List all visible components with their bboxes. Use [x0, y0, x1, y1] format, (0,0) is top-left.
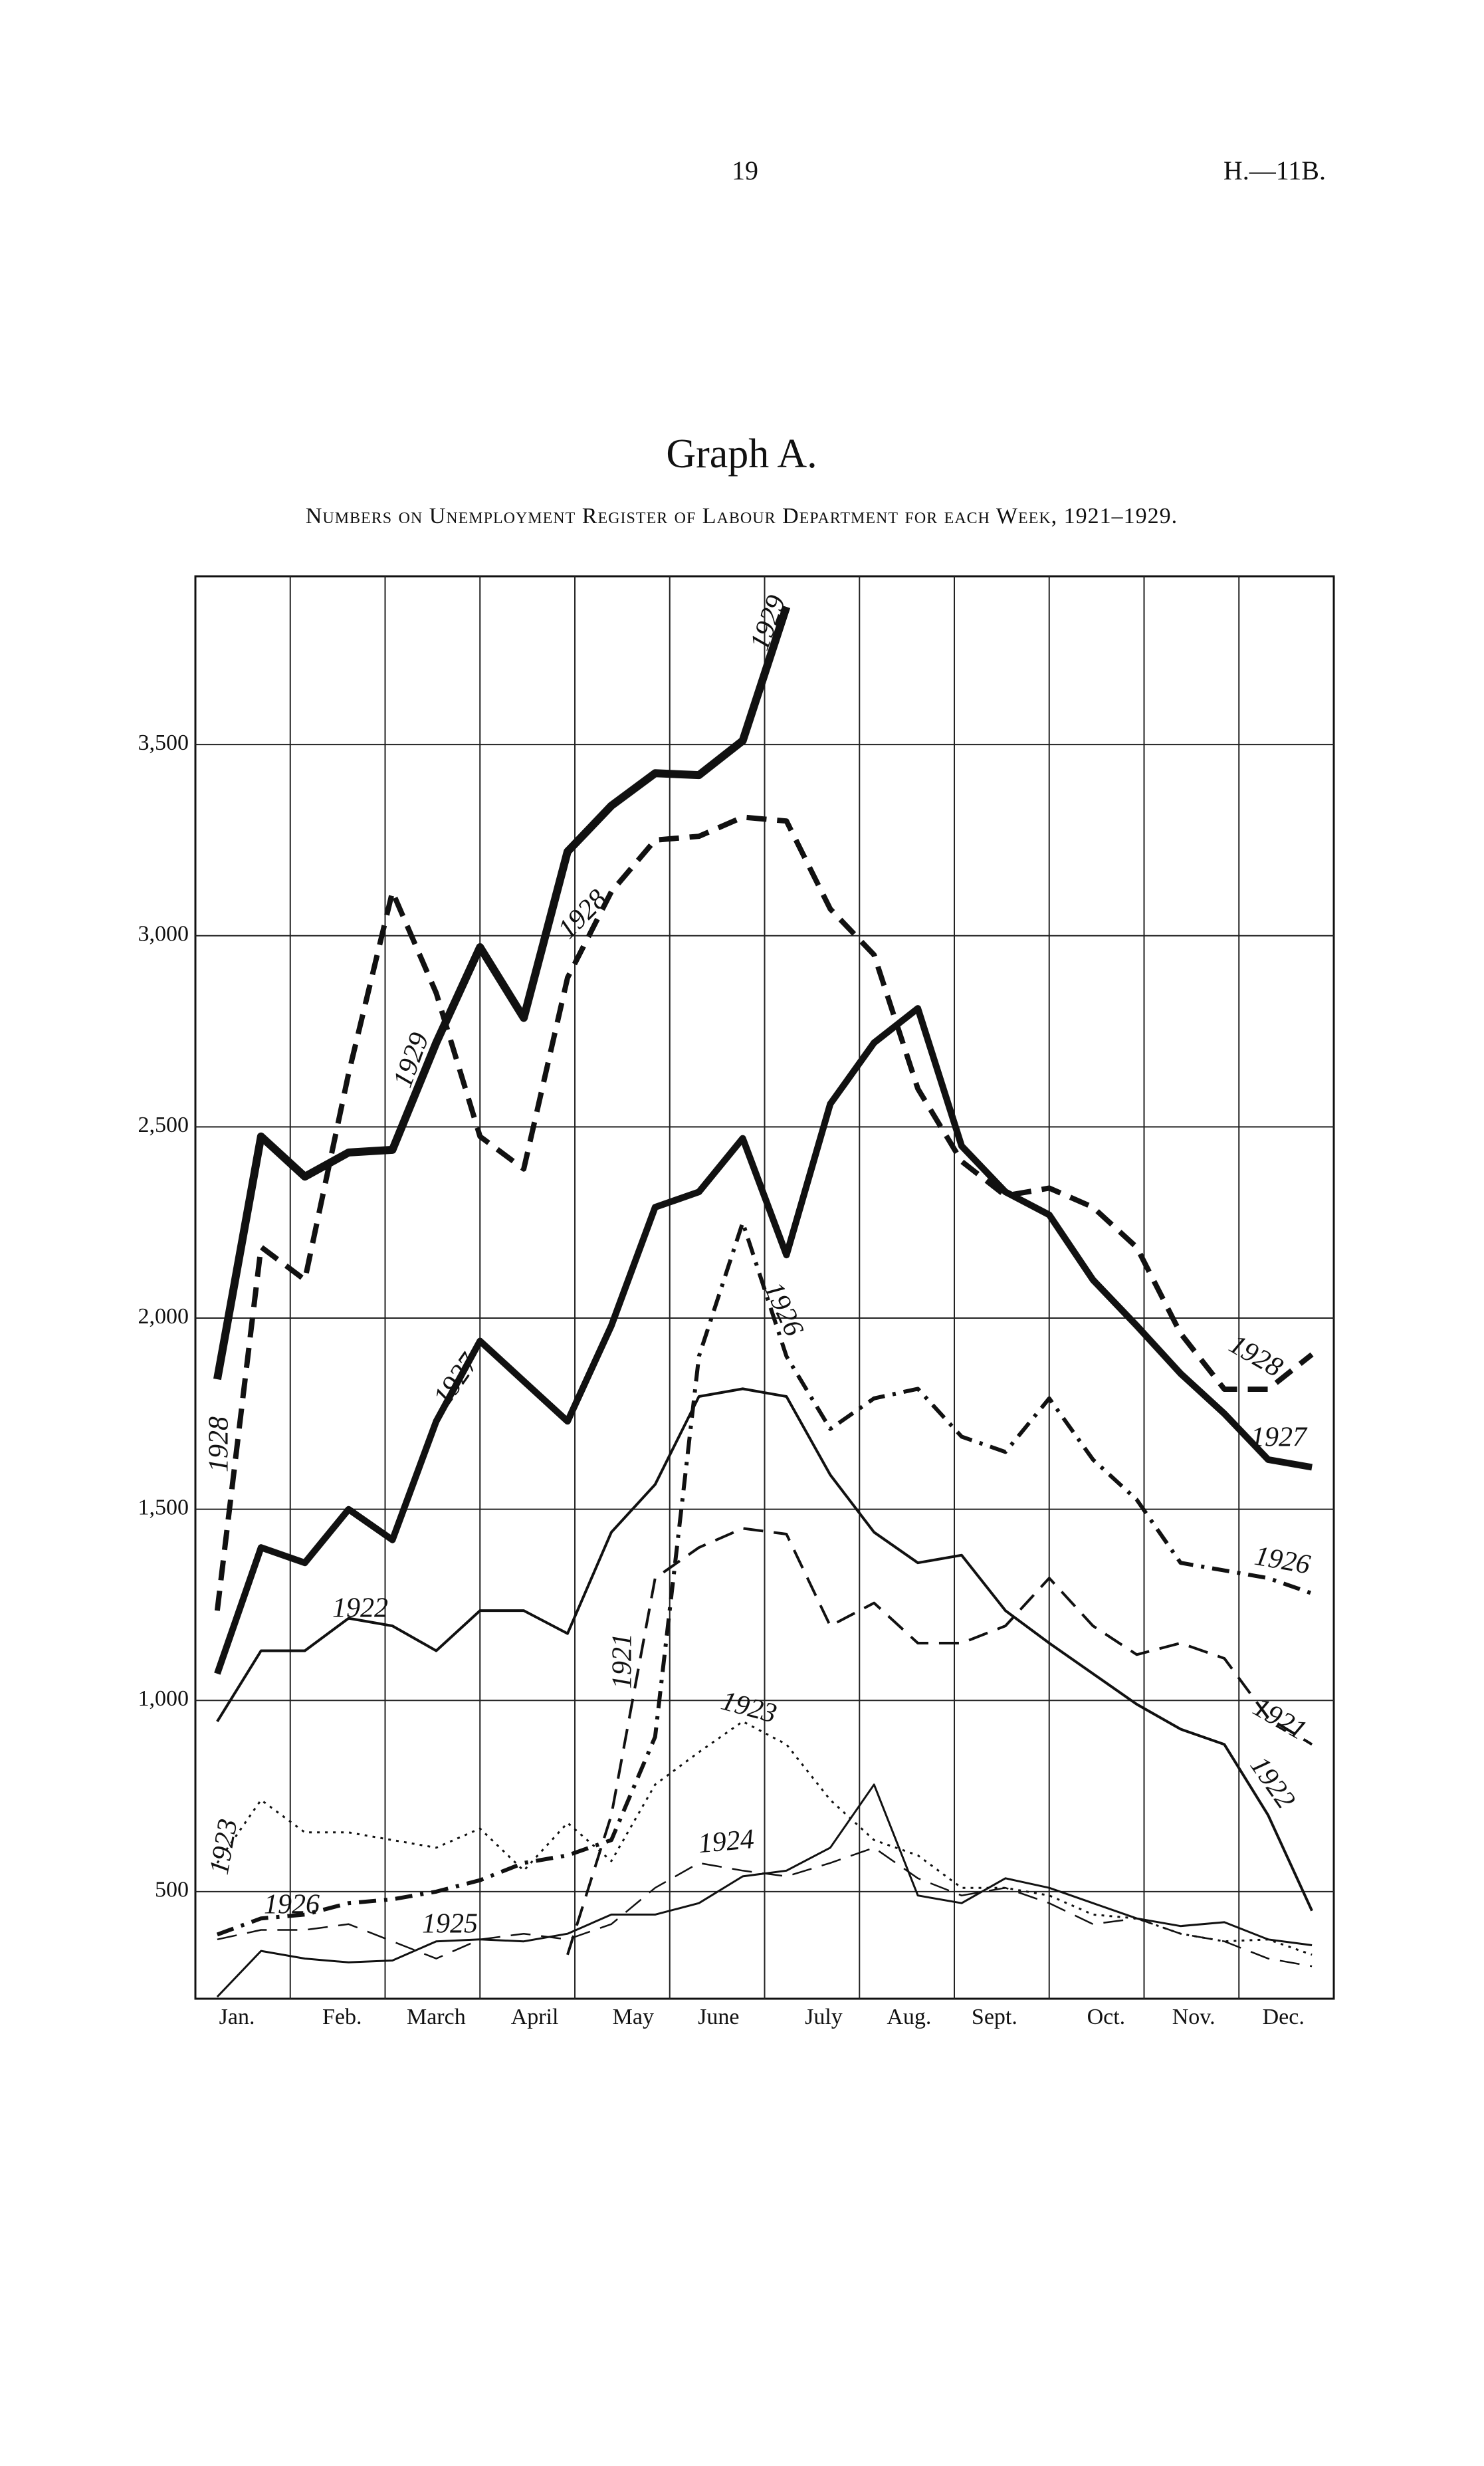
series-line	[213, 606, 791, 1381]
x-tick-label: Oct.	[1087, 2005, 1126, 2029]
x-tick-label: July	[805, 2005, 843, 2029]
series-label: 1923	[718, 1686, 780, 1730]
y-tick-label: 2,500	[138, 1113, 189, 1137]
series-line	[216, 1387, 1313, 1912]
series-line	[216, 1220, 1313, 1937]
y-tick-label: 3,000	[138, 922, 189, 947]
series-line	[217, 1847, 1313, 1967]
series-label: 1926	[1252, 1541, 1313, 1581]
y-tick-label: 1,000	[138, 1686, 189, 1711]
series-label: 1924	[697, 1824, 756, 1859]
chart-subtitle: Numbers on Unemployment Register of Labo…	[306, 504, 1178, 528]
series-label: 1921	[607, 1633, 638, 1689]
series-label: 1927	[427, 1347, 485, 1412]
series-line	[214, 1005, 1313, 1675]
series-label: 1926	[758, 1278, 809, 1341]
x-tick-label: Jan.	[219, 2005, 255, 2029]
y-tick-label: 2,000	[138, 1304, 189, 1329]
page-number: 19	[732, 156, 758, 185]
series-label: 1925	[422, 1909, 478, 1940]
x-tick-label: June	[698, 2005, 739, 2029]
y-tick-label: 500	[155, 1878, 189, 1902]
x-tick-label: May	[613, 2005, 654, 2029]
series-line	[214, 814, 1314, 1611]
chart-title: Graph A.	[666, 431, 817, 477]
series-label: 1928	[1224, 1329, 1288, 1383]
x-tick-label: Dec.	[1263, 2005, 1305, 2029]
series-label: 1922	[1244, 1751, 1301, 1814]
x-tick-label: Sept.	[972, 2005, 1017, 2029]
x-tick-label: Nov.	[1172, 2005, 1216, 2029]
y-tick-label: 3,500	[138, 730, 189, 755]
series-label: 1922	[332, 1593, 388, 1624]
series-label: 1926	[264, 1890, 320, 1920]
x-tick-label: April	[511, 2005, 559, 2029]
x-tick-label: Aug.	[887, 2005, 931, 2029]
series-label: 1923	[204, 1817, 244, 1877]
series-label: 1927	[1251, 1422, 1308, 1453]
x-tick-label: Feb.	[322, 2005, 362, 2029]
series-line	[566, 1527, 1313, 1956]
x-tick-label: March	[407, 2005, 466, 2029]
series-label: 1928	[204, 1416, 235, 1472]
y-tick-label: 1,500	[138, 1495, 189, 1519]
reference: H.—11B.	[1223, 156, 1326, 185]
